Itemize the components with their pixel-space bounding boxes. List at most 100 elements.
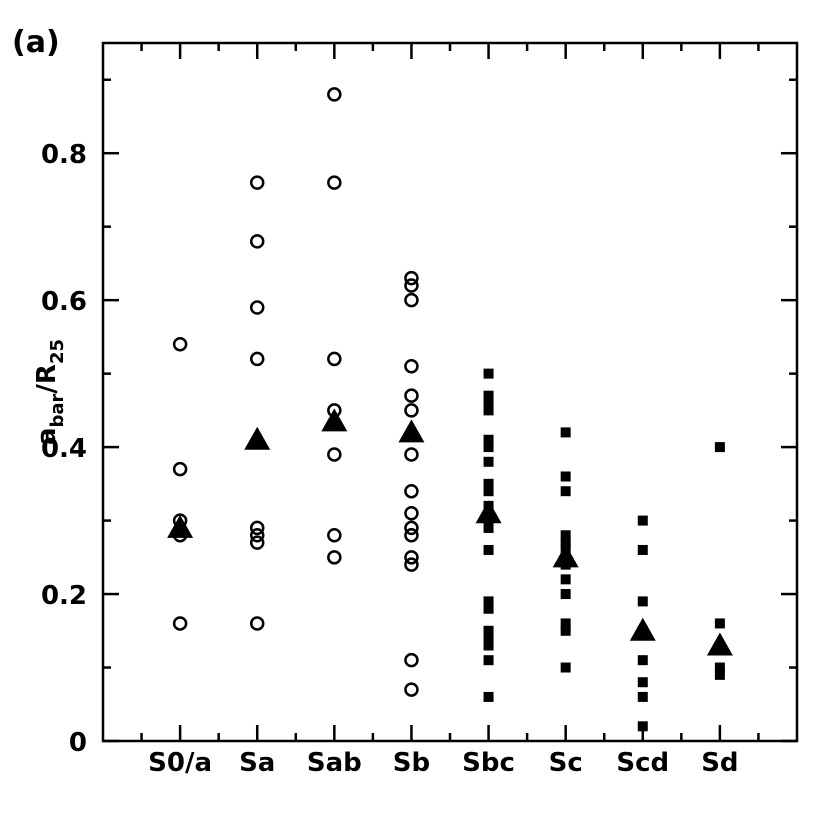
square-point [637,515,648,526]
y-tick-label: 0.6 [41,287,87,317]
open-circle-point [249,351,265,367]
square-point [637,721,648,732]
open-circle-point [249,616,265,631]
y-label-subscript: bar [47,393,68,427]
y-tick-label: 0.8 [41,140,87,170]
open-circle-point [404,528,419,543]
open-circle-point [327,528,342,543]
mean-triangle [398,419,425,443]
open-circle-point [404,359,419,374]
open-circle-point [249,234,265,249]
y-label-part: a [32,427,62,445]
y-tick-label: 0.4 [41,434,87,464]
open-circle-point [249,535,265,550]
square-point [637,596,648,607]
square-point [483,640,494,651]
x-tick-label: S0/a [148,748,212,778]
y-axis-label: abar/R25 [32,339,68,445]
mean-triangle [475,500,502,524]
square-point [714,618,725,629]
open-circle-point [327,447,342,462]
square-point [714,669,725,680]
plot-frame [101,41,799,743]
square-point [560,574,571,585]
square-point [637,691,648,702]
square-point [714,442,725,453]
square-point [483,478,494,489]
open-circle-point [172,336,188,352]
square-point [483,486,494,497]
square-point [560,625,571,636]
y-tick-label: 0.2 [41,581,87,611]
y-tick-label: 0 [69,728,87,758]
square-point [560,530,571,541]
square-point [483,442,494,453]
open-circle-point [404,652,419,668]
x-tick-label: Sab [307,748,362,778]
square-point [483,544,494,555]
square-point [483,603,494,614]
square-point [483,691,494,702]
open-circle-point [327,351,342,367]
open-circle-point [404,483,419,499]
square-point [483,625,494,636]
x-tick-label: Sb [393,748,430,778]
square-point [483,456,494,467]
open-circle-point [404,505,419,521]
open-circle-point [172,461,188,477]
mean-triangle [552,544,579,568]
square-point [637,544,648,555]
square-point [714,662,725,673]
square-point [483,633,494,644]
open-circle-point [327,87,342,102]
square-point [560,662,571,673]
square-point [483,434,494,445]
x-tick-label: Sbc [462,748,515,778]
mean-triangle [706,632,733,656]
open-circle-point [249,300,265,315]
open-circle-point [404,682,419,697]
open-circle-point [172,616,188,631]
panel-label: (a) [12,25,60,60]
square-point [560,537,571,548]
square-point [560,589,571,600]
x-tick-label: Sc [549,748,583,778]
y-label-subscript: 25 [47,339,68,364]
open-circle-point [327,175,342,190]
square-point [483,655,494,666]
open-circle-point [404,550,419,565]
square-point [560,471,571,482]
square-point [560,618,571,629]
x-tick-label: Scd [616,748,669,778]
square-point [483,368,494,379]
x-tick-label: Sd [701,748,738,778]
open-circle-point [249,528,265,543]
open-circle-point [404,270,419,286]
x-tick-label: Sa [239,748,275,778]
mean-triangle [244,426,271,450]
open-circle-point [327,550,342,565]
open-circle-point [404,403,419,418]
open-circle-point [404,520,419,536]
open-circle-point [249,520,265,536]
open-circle-point [404,557,419,572]
open-circle-point [404,388,419,403]
square-point [560,427,571,438]
square-point [483,522,494,533]
open-circle-point [404,278,419,293]
mean-triangle [321,408,348,432]
square-point [483,398,494,409]
open-circle-point [249,175,265,190]
mean-triangle [167,514,194,538]
square-point [637,655,648,666]
square-point [560,486,571,497]
open-circle-point [404,447,419,462]
square-point [483,390,494,401]
y-label-part: /R [32,364,62,394]
square-point [483,596,494,607]
square-point [483,405,494,416]
mean-triangle [629,617,656,641]
open-circle-point [404,292,419,308]
square-point [637,677,648,688]
